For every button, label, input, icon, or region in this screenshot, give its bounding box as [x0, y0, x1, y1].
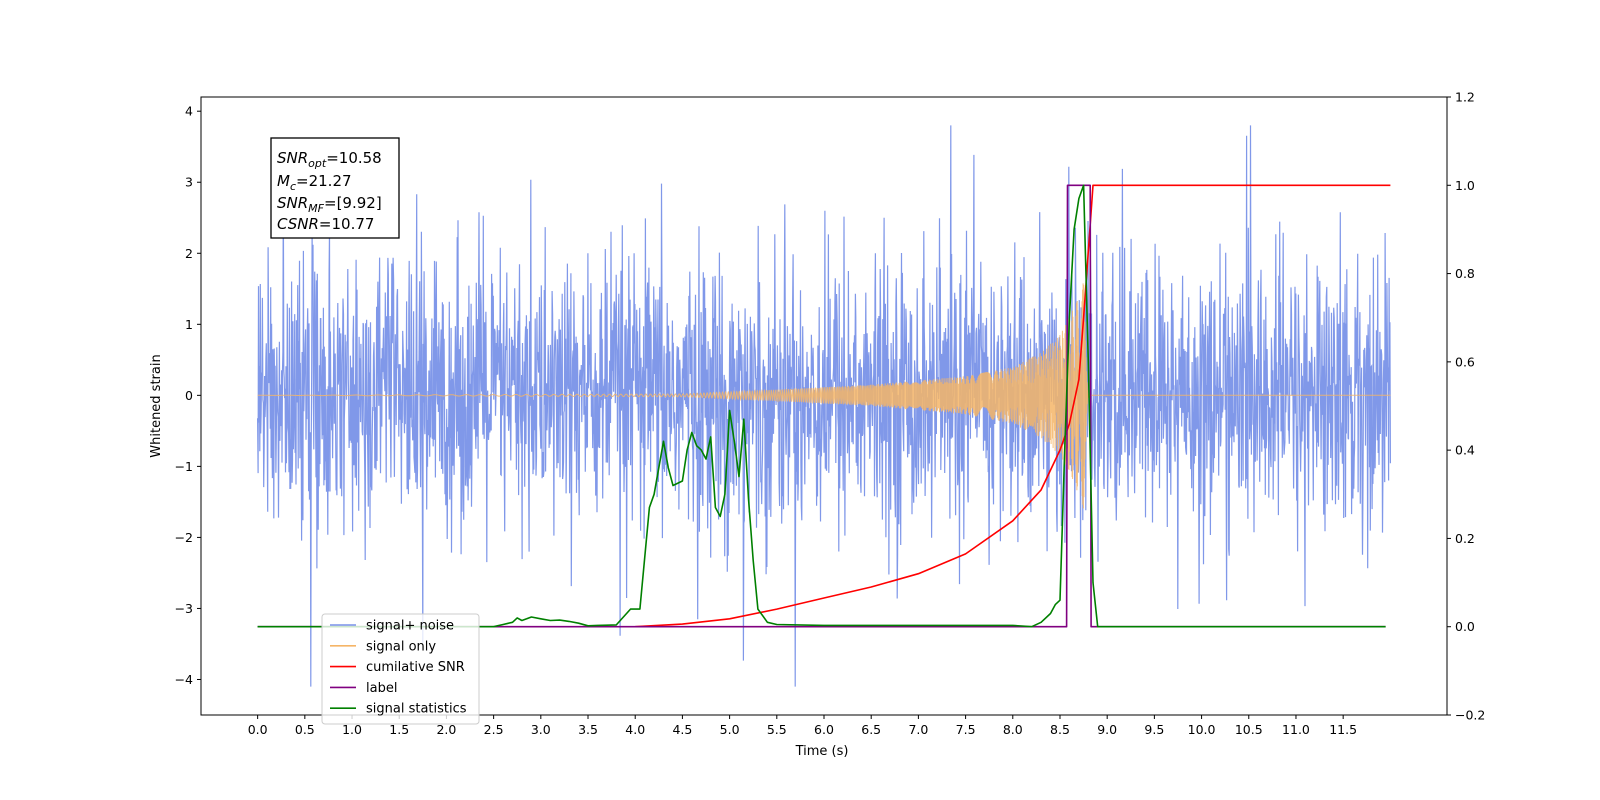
x-tick-label: 4.5 — [672, 722, 692, 737]
x-axis: 0.0 0.5 1.0 1.5 2.0 2.5 3.0 3.5 4.0 4.5 5.0 5.5 6.0 6… — [248, 715, 1357, 737]
y2-tick-label: −0.2 — [1455, 708, 1485, 723]
x-tick-label: 6.5 — [861, 722, 881, 737]
x-tick-label: 11.5 — [1329, 722, 1357, 737]
series-signal-noise-line — [257, 125, 1391, 687]
x-tick-label: 7.0 — [908, 722, 928, 737]
legend-label: signal+ noise — [366, 619, 454, 634]
x-tick-label: 1.5 — [389, 722, 409, 737]
series-signal-statistics-line — [257, 184, 1386, 628]
y-tick-label: 0 — [185, 388, 193, 403]
x-tick-label: 0.5 — [295, 722, 315, 737]
y-tick-label: 1 — [185, 317, 193, 332]
legend-label: cumilative SNR — [366, 660, 465, 675]
y-tick-label: 2 — [185, 246, 193, 261]
y2-tick-label: 0.2 — [1455, 531, 1475, 546]
legend: signal+ noise signal only cumilative SNR la… — [321, 613, 480, 725]
y2-tick-label: 0.0 — [1455, 619, 1475, 634]
info-csnr: CSNR=10.77 — [277, 215, 374, 233]
y-tick-label: −2 — [175, 530, 193, 545]
legend-label: signal only — [366, 639, 436, 654]
legend-items: signal+ noise signal only cumilative SNR la… — [330, 619, 467, 717]
y2-tick-label: 1.0 — [1455, 178, 1475, 193]
info-snr-mf: SNRMF=[9.92] — [277, 194, 382, 215]
y2-tick-label: 1.2 — [1455, 90, 1475, 105]
y-axis-label: Whitened strain — [149, 354, 164, 457]
x-tick-label: 11.0 — [1282, 722, 1310, 737]
x-tick-label: 2.0 — [436, 722, 456, 737]
y-tick-label: 3 — [185, 175, 193, 190]
legend-label: label — [366, 681, 397, 696]
x-tick-label: 9.0 — [1097, 722, 1117, 737]
y2-tick-label: 0.6 — [1455, 354, 1475, 369]
x-tick-label: 7.5 — [956, 722, 976, 737]
x-tick-label: 10.0 — [1188, 722, 1216, 737]
y2-tick-label: 0.4 — [1455, 443, 1475, 458]
legend-frame — [321, 613, 480, 725]
y-axis-left: 4 3 2 1 0 −1 −2 −3 −4 — [175, 104, 201, 687]
y-tick-label: −4 — [175, 672, 193, 687]
info-mc: Mc=21.27 — [277, 172, 352, 193]
x-tick-label: 9.5 — [1144, 722, 1164, 737]
legend-label: signal statistics — [366, 702, 467, 717]
x-tick-label: 2.5 — [484, 722, 504, 737]
x-tick-label: 0.0 — [248, 722, 268, 737]
info-box: SNRopt=10.58 Mc=21.27 SNRMF=[9.92] CSNR=… — [270, 137, 400, 239]
y2-tick-label: 0.8 — [1455, 266, 1475, 281]
y-tick-label: −1 — [175, 459, 193, 474]
x-tick-label: 8.0 — [1003, 722, 1023, 737]
x-tick-label: 3.5 — [578, 722, 598, 737]
info-box-frame — [270, 137, 400, 239]
info-snr-opt: SNRopt=10.58 — [277, 149, 382, 170]
y-tick-label: −3 — [175, 601, 193, 616]
x-tick-label: 6.0 — [814, 722, 834, 737]
plot-layer — [257, 125, 1391, 687]
x-tick-label: 5.0 — [720, 722, 740, 737]
x-tick-label: 3.0 — [531, 722, 551, 737]
x-tick-label: 5.5 — [767, 722, 787, 737]
y-tick-label: 4 — [185, 104, 193, 119]
x-tick-label: 1.0 — [342, 722, 362, 737]
x-tick-label: 10.5 — [1235, 722, 1263, 737]
series-signal-only-line — [257, 283, 1391, 509]
y-axis-right: 1.2 1.0 0.8 0.6 0.4 0.2 0.0 −0.2 — [1447, 90, 1485, 723]
x-tick-label: 4.0 — [625, 722, 645, 737]
x-axis-label: Time (s) — [795, 744, 849, 759]
x-tick-label: 8.5 — [1050, 722, 1070, 737]
